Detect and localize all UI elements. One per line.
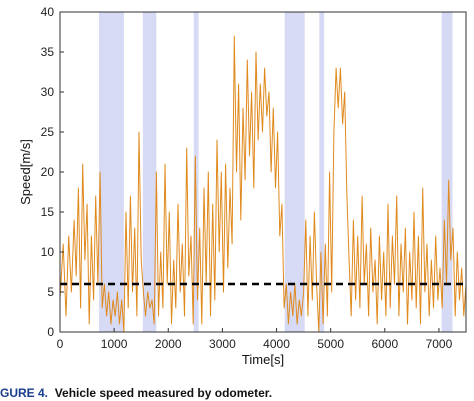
shaded-interval [441,12,453,332]
figure-caption: GURE 4. Vehicle speed measured by odomet… [0,386,272,400]
y-tick-label: 35 [41,45,55,59]
x-tick-label: 4000 [263,337,290,351]
x-tick-label: 3000 [209,337,236,351]
speed-series-line [59,35,467,333]
x-tick-label: 7000 [426,337,453,351]
y-tick-label: 15 [41,205,55,219]
figure-caption-text: Vehicle speed measured by odometer. [54,386,273,400]
y-tick-label: 40 [41,5,55,19]
y-tick-label: 0 [47,325,54,339]
x-axis-ticks: 0 1000 2000 3000 4000 5000 6000 7000 [57,328,453,351]
y-axis-ticks: 0 5 10 15 20 25 30 35 40 [41,5,64,339]
y-axis-label: Speed[m/s] [18,139,33,205]
series-layer [59,35,467,333]
y-tick-label: 30 [41,85,55,99]
shaded-interval [319,12,325,332]
shaded-interval [98,12,124,332]
y-tick-label: 20 [41,165,55,179]
y-tick-label: 25 [41,125,55,139]
x-tick-label: 0 [57,337,64,351]
speed-chart: 0 1000 2000 3000 4000 5000 6000 7000 0 5 10 15 20 25… [18,5,467,367]
x-tick-label: 6000 [371,337,398,351]
shaded-interval [193,12,199,332]
y-tick-label: 10 [41,245,55,259]
x-tick-label: 5000 [317,337,344,351]
x-tick-label: 2000 [155,337,182,351]
y-tick-label: 5 [47,285,54,299]
shaded-interval [284,12,305,332]
shaded-intervals [98,12,453,332]
x-axis-label: Time[s] [242,352,284,367]
x-tick-label: 1000 [101,337,128,351]
shaded-interval [142,12,157,332]
figure-number: GURE 4. [0,386,49,400]
